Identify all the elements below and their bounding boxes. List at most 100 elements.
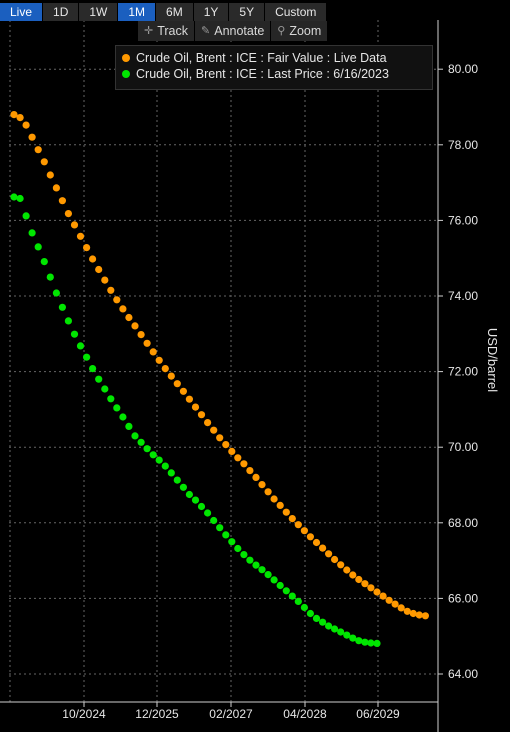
data-point[interactable] [119, 305, 127, 313]
data-point[interactable] [131, 322, 139, 330]
data-point[interactable] [173, 380, 181, 388]
data-point[interactable] [137, 331, 145, 339]
data-point[interactable] [210, 426, 218, 434]
data-point[interactable] [155, 356, 163, 364]
data-point[interactable] [331, 625, 339, 633]
data-point[interactable] [306, 609, 314, 618]
data-point[interactable] [167, 372, 175, 380]
data-point[interactable] [288, 515, 296, 523]
data-point[interactable] [252, 473, 260, 481]
data-point[interactable] [276, 501, 284, 509]
data-point[interactable] [391, 600, 399, 608]
data-point[interactable] [337, 628, 345, 636]
data-point[interactable] [185, 490, 193, 499]
data-point[interactable] [161, 462, 169, 470]
data-point[interactable] [379, 592, 387, 600]
data-point[interactable] [185, 395, 193, 403]
timeframe-1d-button[interactable]: 1D [43, 3, 80, 21]
data-point[interactable] [28, 133, 36, 141]
data-point[interactable] [119, 413, 127, 421]
data-point[interactable] [113, 296, 121, 304]
data-point[interactable] [343, 631, 351, 639]
data-point[interactable] [204, 509, 212, 517]
data-point[interactable] [228, 447, 236, 455]
data-point[interactable] [40, 258, 48, 266]
data-point[interactable] [191, 496, 200, 504]
data-point[interactable] [246, 467, 254, 475]
data-point[interactable] [373, 639, 381, 648]
data-point[interactable] [16, 114, 24, 122]
data-point[interactable] [403, 607, 411, 615]
data-point[interactable] [155, 456, 163, 464]
data-point[interactable] [46, 273, 54, 281]
data-point[interactable] [300, 603, 308, 612]
data-point[interactable] [264, 571, 272, 579]
data-point[interactable] [246, 556, 254, 564]
data-point[interactable] [131, 432, 139, 440]
data-point[interactable] [367, 584, 375, 592]
data-point[interactable] [125, 313, 133, 322]
data-point[interactable] [149, 451, 157, 459]
zoom-button[interactable]: ⚲ Zoom [271, 21, 329, 41]
data-point[interactable] [331, 555, 339, 564]
data-point[interactable] [76, 232, 85, 240]
data-point[interactable] [113, 404, 121, 412]
data-point[interactable] [282, 587, 290, 595]
data-point[interactable] [34, 243, 42, 251]
data-point[interactable] [240, 551, 248, 559]
data-point[interactable] [409, 609, 417, 618]
data-point[interactable] [325, 622, 333, 630]
data-point[interactable] [294, 521, 302, 529]
data-point[interactable] [28, 229, 36, 237]
data-point[interactable] [319, 618, 327, 626]
data-point[interactable] [125, 422, 133, 430]
data-point[interactable] [64, 210, 72, 218]
data-point[interactable] [415, 611, 423, 619]
data-point[interactable] [167, 469, 175, 477]
data-point[interactable] [282, 508, 290, 516]
data-point[interactable] [270, 576, 278, 584]
data-point[interactable] [95, 265, 103, 274]
data-point[interactable] [161, 365, 169, 373]
data-point[interactable] [89, 255, 97, 263]
legend-item-fair-value[interactable]: Crude Oil, Brent : ICE : Fair Value : Li… [122, 50, 426, 66]
data-point[interactable] [234, 454, 242, 462]
timeframe-1w-button[interactable]: 1W [79, 3, 119, 21]
data-point[interactable] [300, 527, 308, 535]
data-point[interactable] [288, 592, 296, 600]
data-point[interactable] [70, 221, 79, 229]
data-point[interactable] [216, 434, 224, 442]
data-point[interactable] [10, 111, 18, 119]
data-point[interactable] [312, 614, 321, 623]
data-point[interactable] [52, 184, 61, 192]
data-point[interactable] [83, 244, 91, 252]
data-point[interactable] [319, 544, 327, 552]
data-point[interactable] [355, 575, 363, 584]
data-point[interactable] [361, 638, 369, 646]
data-point[interactable] [179, 387, 187, 395]
data-point[interactable] [101, 276, 109, 284]
data-point[interactable] [276, 581, 284, 590]
data-point[interactable] [349, 571, 357, 579]
data-point[interactable] [70, 330, 79, 338]
data-point[interactable] [197, 502, 206, 511]
track-button[interactable]: ✛ Track [138, 21, 196, 41]
data-point[interactable] [10, 193, 18, 201]
legend-item-last-price[interactable]: Crude Oil, Brent : ICE : Last Price : 6/… [122, 66, 426, 82]
data-point[interactable] [222, 441, 230, 449]
data-point[interactable] [107, 395, 115, 403]
data-point[interactable] [337, 561, 345, 569]
data-point[interactable] [137, 438, 145, 446]
data-point[interactable] [234, 544, 242, 553]
data-point[interactable] [46, 171, 54, 179]
data-point[interactable] [258, 566, 266, 574]
data-point[interactable] [349, 634, 357, 642]
data-point[interactable] [22, 212, 30, 220]
data-point[interactable] [191, 403, 200, 411]
data-point[interactable] [306, 533, 314, 541]
data-point[interactable] [40, 158, 48, 166]
data-point[interactable] [367, 639, 375, 647]
data-point[interactable] [83, 353, 91, 361]
data-point[interactable] [294, 597, 302, 606]
data-point[interactable] [421, 612, 429, 620]
